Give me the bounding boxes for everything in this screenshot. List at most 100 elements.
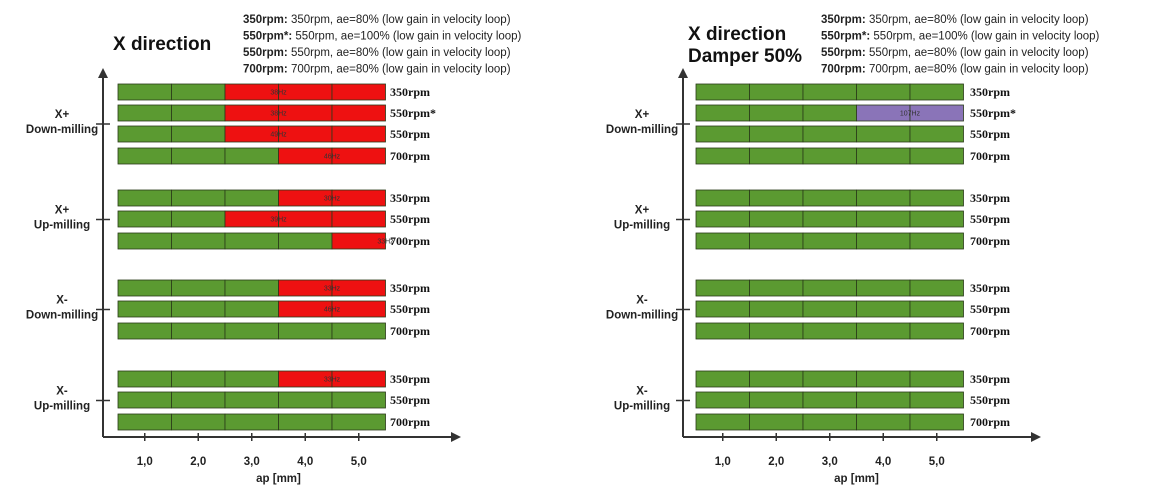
bar-row: 38Hz 550rpm*: [117, 104, 436, 122]
stable-segment: [695, 189, 750, 207]
stable-segment: [117, 189, 172, 207]
group-label: X-: [636, 386, 648, 398]
stable-segment: [117, 125, 172, 143]
stable-segment: [117, 279, 172, 297]
group-label: Up-milling: [34, 401, 90, 413]
stable-segment: [171, 210, 226, 228]
chatter-frequency-label: 107Hz: [900, 111, 921, 118]
bar-row: 30Hz 350rpm: [117, 189, 430, 207]
x-tick-label: 1,0: [715, 456, 731, 468]
stable-segment: [117, 210, 172, 228]
stable-segment: [856, 279, 911, 297]
bar-row: 46Hz 550rpm: [117, 300, 430, 318]
chart-title: Damper 50%: [688, 46, 802, 67]
bar-row: 46Hz 700rpm: [117, 147, 430, 165]
stable-segment: [117, 83, 172, 101]
chart-title: X direction: [113, 34, 211, 55]
chatter-frequency-label: 46Hz: [324, 154, 341, 161]
stable-segment: [749, 322, 804, 340]
rpm-label: 700rpm: [390, 324, 430, 338]
chart-x-direction: X direction 350rpm: 350rpm, ae=80% (low g…: [26, 14, 522, 485]
chatter-frequency-label: 46Hz: [324, 307, 341, 314]
bar-row: 39Hz 550rpm: [117, 210, 430, 228]
bar-row: 550rpm: [117, 391, 430, 409]
chart-title: X direction: [688, 24, 786, 45]
stable-segment: [117, 104, 172, 122]
rpm-label: 550rpm: [390, 393, 430, 407]
legend-key: 700rpm:: [821, 64, 866, 76]
stable-segment: [909, 413, 964, 431]
stable-segment: [749, 83, 804, 101]
stable-segment: [224, 300, 279, 318]
stable-segment: [171, 189, 226, 207]
stable-segment: [278, 322, 333, 340]
rpm-label: 350rpm: [390, 85, 430, 99]
stable-segment: [749, 210, 804, 228]
x-tick-label: 4,0: [875, 456, 891, 468]
legend-entry: 550rpm*: 550rpm, ae=100% (low gain in ve…: [821, 31, 1100, 43]
group-label: Up-milling: [614, 220, 670, 232]
stable-segment: [171, 391, 226, 409]
legend-text: 550rpm, ae=100% (low gain in velocity lo…: [870, 31, 1099, 43]
bar-row: 350rpm: [695, 189, 1010, 207]
bar-row: 700rpm: [695, 322, 1010, 340]
group-label: X+: [635, 205, 650, 217]
stable-segment: [224, 370, 279, 388]
stable-segment: [695, 147, 750, 165]
legend-key: 550rpm*:: [243, 31, 292, 43]
bar-row: 33Hz 350rpm: [117, 279, 430, 297]
legend-key: 550rpm:: [243, 47, 288, 59]
stable-segment: [909, 279, 964, 297]
rpm-label: 550rpm: [390, 302, 430, 316]
chatter-segment: [331, 300, 386, 318]
stable-segment: [909, 189, 964, 207]
group-label: X+: [55, 109, 70, 121]
stable-segment: [171, 83, 226, 101]
stable-segment: [856, 370, 911, 388]
rpm-label: 550rpm: [390, 127, 430, 141]
stable-segment: [802, 83, 857, 101]
stable-segment: [909, 391, 964, 409]
stable-segment: [749, 232, 804, 250]
stable-segment: [224, 322, 279, 340]
stable-segment: [802, 370, 857, 388]
legend-entry: 550rpm: 550rpm, ae=80% (low gain in velo…: [243, 47, 511, 59]
stable-segment: [278, 232, 333, 250]
bar-row: 700rpm: [695, 413, 1010, 431]
stable-segment: [695, 232, 750, 250]
stable-segment: [171, 279, 226, 297]
rpm-label: 550rpm: [970, 302, 1010, 316]
legend-text: 700rpm, ae=80% (low gain in velocity loo…: [288, 64, 511, 76]
legend-entry: 550rpm*: 550rpm, ae=100% (low gain in ve…: [243, 31, 522, 43]
stable-segment: [802, 391, 857, 409]
x-tick-label: 4,0: [297, 456, 313, 468]
chatter-segment: [331, 189, 386, 207]
stable-segment: [117, 232, 172, 250]
rpm-label: 700rpm: [970, 234, 1010, 248]
chatter-segment: [331, 279, 386, 297]
stable-segment: [909, 210, 964, 228]
stable-segment: [856, 322, 911, 340]
x-tick-label: 5,0: [929, 456, 945, 468]
chatter-frequency-label: 38Hz: [270, 111, 287, 118]
stable-segment: [749, 189, 804, 207]
rpm-label: 700rpm: [390, 149, 430, 163]
rpm-label: 350rpm: [970, 281, 1010, 295]
rpm-label: 350rpm: [390, 372, 430, 386]
stable-segment: [749, 370, 804, 388]
legend-entry: 550rpm: 550rpm, ae=80% (low gain in velo…: [821, 47, 1089, 59]
bar-row: 700rpm: [117, 322, 430, 340]
legend-text: 550rpm, ae=80% (low gain in velocity loo…: [866, 47, 1089, 59]
legend-key: 700rpm:: [243, 64, 288, 76]
stable-segment: [856, 147, 911, 165]
stable-segment: [802, 300, 857, 318]
stable-segment: [171, 300, 226, 318]
stable-segment: [909, 232, 964, 250]
group-label: X+: [635, 109, 650, 121]
stable-segment: [224, 232, 279, 250]
stable-segment: [695, 279, 750, 297]
stable-segment: [117, 147, 172, 165]
stable-segment: [802, 279, 857, 297]
